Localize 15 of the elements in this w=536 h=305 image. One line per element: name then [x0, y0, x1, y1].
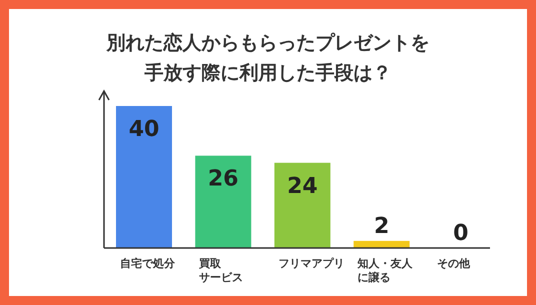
bar	[274, 162, 330, 248]
data-label: 40	[128, 117, 160, 142]
x-tick-label: 自宅で処分	[120, 257, 176, 270]
data-label: 0	[453, 221, 468, 246]
bar	[195, 156, 252, 248]
data-label: 2	[374, 214, 390, 239]
x-tick-label: 知人・友人に譲る	[356, 257, 414, 284]
x-tick-label: 買取サービス	[198, 257, 244, 284]
x-tick-label: フリマアプリ	[278, 257, 344, 270]
data-label: 26	[208, 166, 239, 192]
bar	[354, 240, 410, 248]
data-label: 24	[287, 174, 318, 199]
x-tick-label: その他	[436, 257, 471, 270]
bar	[116, 106, 172, 248]
chart-title: 別れた恋人からもらったプレゼントを手放す際に利用した手段は？	[105, 31, 430, 86]
